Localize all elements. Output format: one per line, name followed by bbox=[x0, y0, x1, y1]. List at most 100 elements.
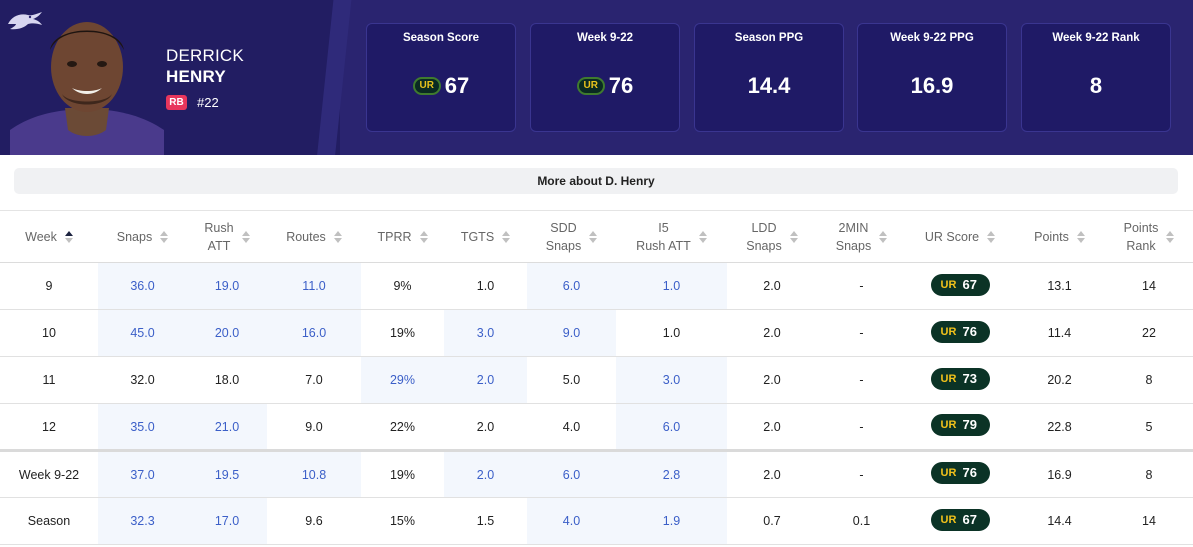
cell-i5-rush-att: 1.0 bbox=[616, 262, 727, 310]
column-header-sdd-snaps[interactable]: SDD Snaps bbox=[527, 210, 616, 263]
column-header-label: SDD Snaps bbox=[545, 220, 582, 253]
cell-routes: 16.0 bbox=[267, 309, 361, 357]
sort-icon[interactable] bbox=[160, 230, 169, 243]
sort-icon[interactable] bbox=[241, 230, 250, 243]
cell-rush-att: 19.0 bbox=[187, 262, 267, 310]
cell-tprr: 9% bbox=[361, 262, 444, 310]
cell-2min-snaps: - bbox=[817, 309, 906, 357]
cell-tgts: 2.0 bbox=[444, 403, 527, 451]
cell-ur-score: UR 79 bbox=[906, 403, 1014, 451]
cell-sdd-snaps: 9.0 bbox=[527, 309, 616, 357]
table-row: 10 45.0 20.0 16.0 19% 3.0 9.0 1.0 2.0- UR 76 11.4 22 bbox=[0, 309, 1193, 357]
season-ppg-card: Season PPG 14.4 bbox=[694, 23, 844, 132]
card-label: Week 9-22 PPG bbox=[890, 32, 974, 44]
sort-icon[interactable] bbox=[789, 230, 798, 243]
table-body: 9 36.0 19.0 11.0 9% 1.0 6.0 1.0 2.0- UR 67 13.1 14 10… bbox=[0, 262, 1193, 545]
cell-points-rank: 14 bbox=[1105, 262, 1193, 310]
cell-snaps: 45.0 bbox=[98, 309, 187, 357]
cell-tgts: 1.5 bbox=[444, 497, 527, 545]
column-header-label: Points bbox=[1034, 229, 1069, 244]
card-value: 76 bbox=[608, 73, 634, 98]
cell-2min-snaps: - bbox=[817, 262, 906, 310]
ur-logo-icon: UR bbox=[940, 467, 957, 479]
cell-snaps: 32.0 bbox=[98, 356, 187, 404]
cell-points-rank: 5 bbox=[1105, 403, 1193, 451]
cell-ur-score: UR 73 bbox=[906, 356, 1014, 404]
cell-points-rank: 22 bbox=[1105, 309, 1193, 357]
column-header-ldd-snaps[interactable]: LDD Snaps bbox=[727, 210, 817, 263]
column-header-ur-score[interactable]: UR Score bbox=[906, 210, 1014, 263]
ur-logo-icon: UR bbox=[412, 77, 441, 95]
cell-routes: 9.0 bbox=[267, 403, 361, 451]
sort-icon[interactable] bbox=[502, 230, 511, 243]
column-header-label: Rush ATT bbox=[204, 220, 234, 253]
cell-tprr: 29% bbox=[361, 356, 444, 404]
cell-sdd-snaps: 6.0 bbox=[527, 449, 616, 498]
cell-points: 14.4 bbox=[1014, 497, 1105, 545]
column-header-points[interactable]: Points bbox=[1014, 210, 1105, 263]
cell-points-rank: 8 bbox=[1105, 356, 1193, 404]
cell-ldd-snaps: 2.0 bbox=[727, 262, 817, 310]
card-value: 14.4 bbox=[747, 73, 791, 98]
column-header-label: LDD Snaps bbox=[746, 220, 782, 253]
week-score-card: Week 9-22 UR 76 bbox=[530, 23, 680, 132]
sort-icon[interactable] bbox=[589, 230, 598, 243]
cell-points: 13.1 bbox=[1014, 262, 1105, 310]
card-label: Season Score bbox=[402, 32, 480, 44]
column-header-i5-rush-att[interactable]: I5 Rush ATT bbox=[616, 210, 727, 263]
cell-points: 20.2 bbox=[1014, 356, 1105, 404]
ur-score-badge: UR 79 bbox=[930, 414, 990, 436]
cell-points: 22.8 bbox=[1014, 403, 1105, 451]
column-header-label: 2MIN Snaps bbox=[835, 220, 872, 253]
season-score-card: Season Score UR 67 bbox=[366, 23, 516, 132]
column-header-label: UR Score bbox=[924, 229, 980, 244]
sort-icon[interactable] bbox=[698, 230, 707, 243]
column-header-label: Points Rank bbox=[1123, 220, 1159, 253]
column-header-2min-snaps[interactable]: 2MIN Snaps bbox=[817, 210, 906, 263]
ur-logo-icon: UR bbox=[940, 372, 957, 385]
table-row: 9 36.0 19.0 11.0 9% 1.0 6.0 1.0 2.0- UR 67 13.1 14 bbox=[0, 262, 1193, 310]
column-header-snaps[interactable]: Snaps bbox=[98, 210, 187, 263]
cell-points: 11.4 bbox=[1014, 309, 1105, 357]
ur-logo-icon: UR bbox=[576, 77, 605, 95]
cell-rush-att: 18.0 bbox=[187, 356, 267, 404]
sort-icon[interactable] bbox=[879, 230, 888, 243]
column-header-rush-att[interactable]: Rush ATT bbox=[187, 210, 267, 263]
cell-routes: 11.0 bbox=[267, 262, 361, 310]
column-header-routes[interactable]: Routes bbox=[267, 210, 361, 263]
sort-icon[interactable] bbox=[1076, 230, 1085, 243]
cell-2min-snaps: - bbox=[817, 449, 906, 498]
cell-rush-att: 21.0 bbox=[187, 403, 267, 451]
cell-week: 9 bbox=[0, 262, 98, 310]
cell-routes: 9.6 bbox=[267, 497, 361, 545]
ur-logo-icon: UR bbox=[940, 419, 957, 431]
column-header-tgts[interactable]: TGTS bbox=[444, 210, 527, 263]
cell-rush-att: 19.5 bbox=[187, 449, 267, 498]
cell-week: 12 bbox=[0, 403, 98, 451]
cell-tgts: 1.0 bbox=[444, 262, 527, 310]
cell-snaps: 37.0 bbox=[98, 449, 187, 498]
sort-icon[interactable] bbox=[64, 230, 73, 243]
column-header-tprr[interactable]: TPRR bbox=[361, 210, 444, 263]
sort-icon[interactable] bbox=[333, 230, 342, 243]
card-value: 67 bbox=[444, 73, 470, 98]
player-first-name: DERRICK bbox=[166, 46, 244, 65]
cell-week: 11 bbox=[0, 356, 98, 404]
sort-icon[interactable] bbox=[1166, 230, 1175, 243]
sort-icon[interactable] bbox=[419, 230, 428, 243]
cell-tprr: 22% bbox=[361, 403, 444, 451]
more-about-button[interactable]: More about D. Henry bbox=[14, 168, 1178, 194]
table-header: Week Snaps Rush ATT Routes TPRR TGTS SDD Snaps I5… bbox=[0, 210, 1193, 263]
column-header-label: Routes bbox=[286, 229, 326, 244]
table-row: 11 32.0 18.0 7.0 29% 2.0 5.0 3.0 2.0- UR 73 20.2 8 bbox=[0, 356, 1193, 404]
card-label: Week 9-22 bbox=[576, 32, 634, 44]
player-headshot bbox=[10, 22, 164, 155]
card-label: Week 9-22 Rank bbox=[1052, 32, 1140, 44]
cell-ldd-snaps: 0.7 bbox=[727, 497, 817, 545]
ur-logo-icon: UR bbox=[940, 325, 957, 338]
ur-logo-icon: UR bbox=[940, 513, 957, 526]
column-header-week[interactable]: Week bbox=[0, 210, 98, 263]
position-badge: RB bbox=[166, 95, 187, 110]
column-header-points-rank[interactable]: Points Rank bbox=[1105, 210, 1193, 263]
sort-icon[interactable] bbox=[987, 230, 996, 243]
